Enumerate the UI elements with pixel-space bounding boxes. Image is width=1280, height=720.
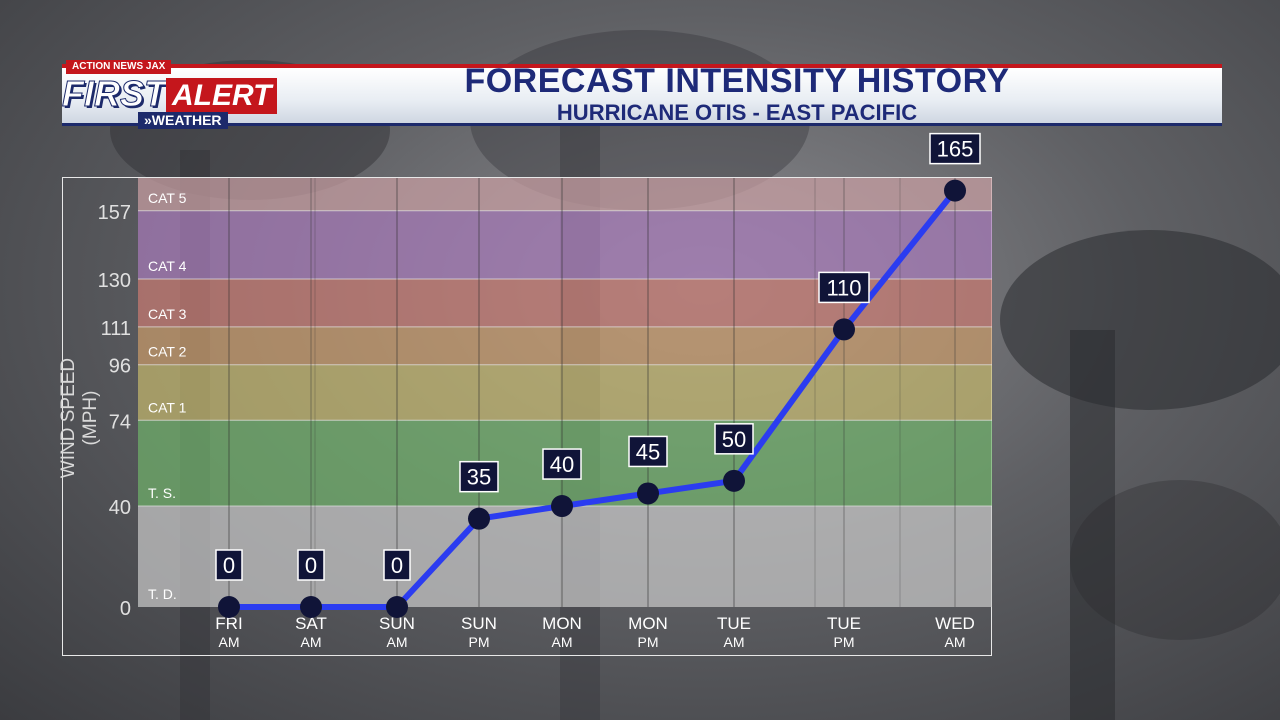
y-tick-label: 130 <box>98 270 131 292</box>
data-label: 40 <box>550 452 574 477</box>
x-tick-time: AM <box>387 634 408 650</box>
logo-weather-text: »WEATHER <box>138 112 228 129</box>
data-label-box <box>818 271 870 304</box>
x-tick-day: FRI <box>215 614 242 633</box>
data-label-box <box>542 448 582 480</box>
x-tick-time: PM <box>469 634 490 650</box>
data-point <box>386 596 408 618</box>
x-tick-day: TUE <box>827 614 861 633</box>
data-point <box>637 482 659 505</box>
data-label-box <box>297 549 325 581</box>
y-axis-label: WIND SPEED (MPH) <box>58 357 101 479</box>
data-label-box <box>929 132 981 165</box>
x-tick-time: AM <box>724 634 745 650</box>
header-banner: FORECAST INTENSITY HISTORY HURRICANE OTI… <box>62 60 1222 130</box>
data-point <box>551 495 573 518</box>
x-tick-time: AM <box>301 634 322 650</box>
x-tick-day: TUE <box>717 614 751 633</box>
data-label-box <box>459 460 499 493</box>
data-label: 45 <box>636 439 660 464</box>
y-tick-label: 74 <box>109 411 131 433</box>
data-label-box <box>714 423 754 455</box>
page-subtitle: HURRICANE OTIS - EAST PACIFIC <box>556 100 918 125</box>
y-tick-label: 96 <box>109 356 131 378</box>
y-tick-label: 157 <box>98 202 131 224</box>
data-point <box>833 318 855 341</box>
y-tick-label: 40 <box>109 497 131 519</box>
x-tick-day: WED <box>935 614 975 633</box>
data-label: 0 <box>305 553 317 578</box>
x-tick-day: SAT <box>295 614 327 633</box>
band-label: CAT 3 <box>148 306 187 322</box>
data-point <box>944 179 966 202</box>
x-tick-time: AM <box>945 634 966 650</box>
x-tick-day: SUN <box>379 614 415 633</box>
band-label: CAT 2 <box>148 344 187 360</box>
data-label-box <box>215 549 243 581</box>
data-label-box <box>383 549 411 581</box>
logo-first-text: FIRST <box>62 73 167 115</box>
data-label: 165 <box>937 137 974 162</box>
band-label: CAT 5 <box>148 190 187 206</box>
first-alert-weather-logo: ACTION NEWS JAX FIRST ALERT »WEATHER <box>62 60 278 130</box>
data-label: 0 <box>391 553 403 578</box>
x-tick-time: PM <box>638 634 659 650</box>
page-title: FORECAST INTENSITY HISTORY <box>464 62 1010 100</box>
data-label: 0 <box>223 553 235 578</box>
y-tick-label: 0 <box>120 598 131 620</box>
band-cat-5 <box>138 178 992 211</box>
band-label: CAT 1 <box>148 399 187 415</box>
x-tick-time: PM <box>834 634 855 650</box>
x-tick-day: MON <box>542 614 582 633</box>
y-tick-label: 111 <box>101 318 131 340</box>
logo-station-name: ACTION NEWS JAX <box>66 60 172 74</box>
band-cat-4 <box>138 210 992 279</box>
band-label: CAT 4 <box>148 258 187 274</box>
band-label: T. D. <box>148 586 177 602</box>
data-point <box>468 507 490 530</box>
band-label: T. S. <box>148 485 176 501</box>
data-point <box>300 596 322 618</box>
band-t-d- <box>138 506 992 607</box>
data-point <box>218 596 240 618</box>
data-label: 35 <box>467 465 491 490</box>
band-cat-2 <box>138 326 992 365</box>
data-point <box>723 469 745 492</box>
band-cat-1 <box>138 364 992 421</box>
logo-alert-text: ALERT <box>166 78 278 114</box>
x-tick-time: AM <box>219 634 240 650</box>
data-label-box <box>628 435 668 468</box>
x-tick-day: SUN <box>461 614 497 633</box>
data-label: 50 <box>722 427 746 452</box>
x-tick-day: MON <box>628 614 668 633</box>
x-tick-time: AM <box>552 634 573 650</box>
data-label: 110 <box>826 275 861 300</box>
